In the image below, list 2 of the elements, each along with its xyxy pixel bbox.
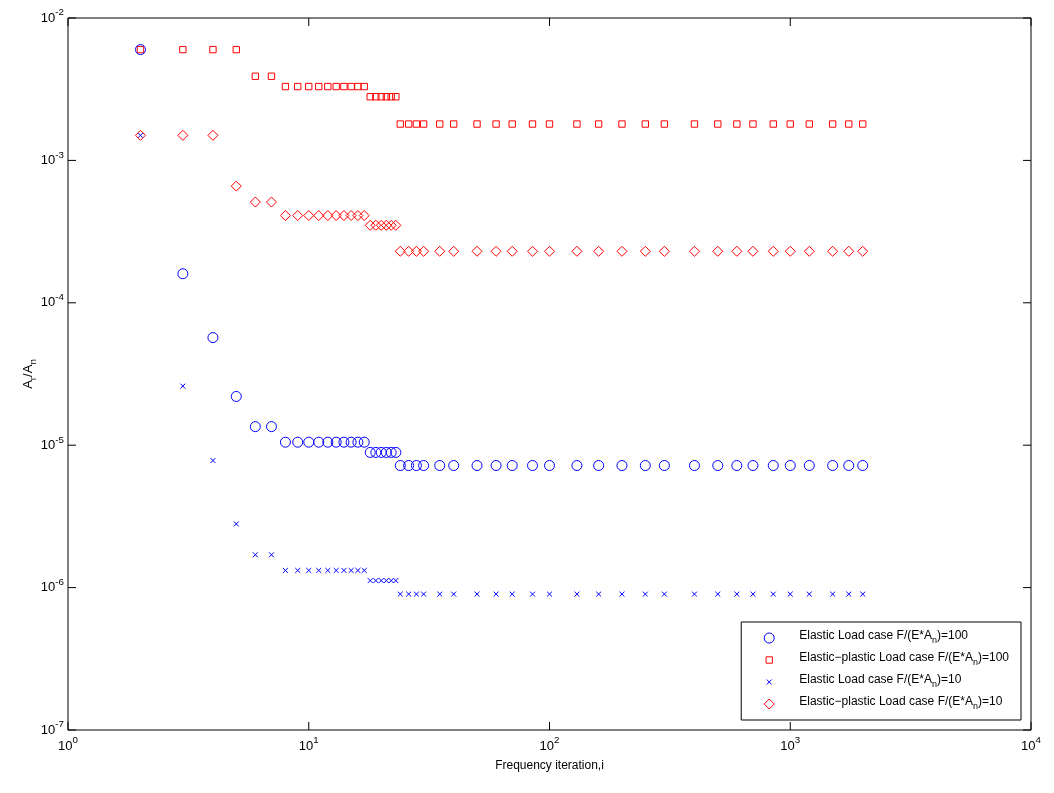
- y-axis-title: Ar/An: [19, 359, 38, 389]
- x-axis-title: Frequency iteration,i: [495, 758, 604, 773]
